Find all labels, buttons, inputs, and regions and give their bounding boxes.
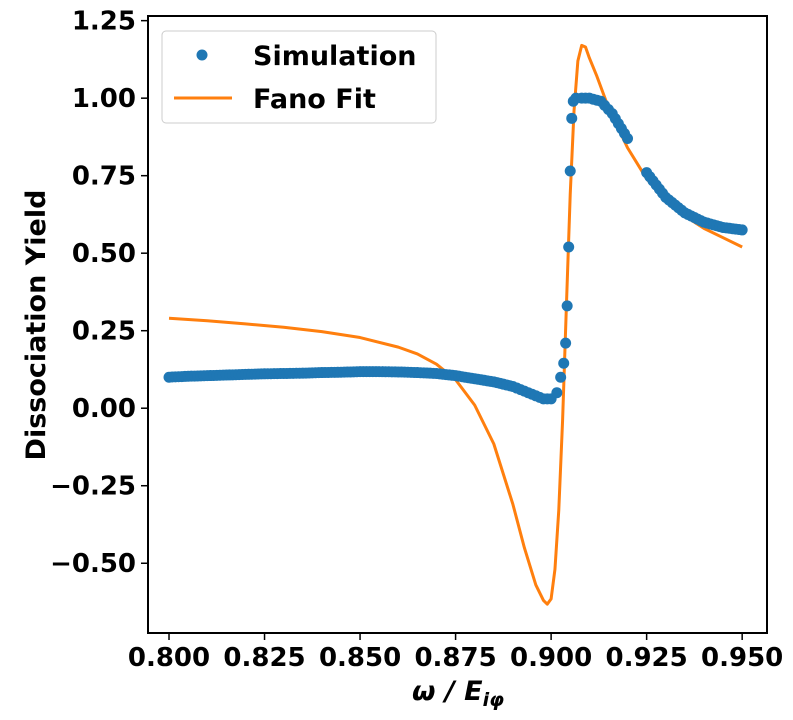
simulation-point: [566, 112, 578, 124]
fano-fit-series: [168, 43, 743, 606]
x-tick-label: 0.875: [414, 643, 496, 673]
y-tick-label: 0.75: [72, 162, 136, 192]
x-tick-label: 0.950: [701, 643, 783, 673]
simulation-point: [563, 241, 575, 253]
x-axis-label-subscript: iφ: [483, 689, 505, 711]
y-tick-label: −0.25: [50, 472, 136, 502]
legend-box: [161, 30, 437, 124]
simulation-series: [163, 92, 748, 405]
x-axis-label-main: ω / E: [412, 676, 483, 707]
y-tick-label: 1.25: [72, 7, 136, 37]
x-tick-label: 0.850: [319, 643, 401, 673]
simulation-point: [555, 371, 567, 383]
y-tick-label: 0.50: [72, 239, 136, 269]
simulation-point: [560, 337, 572, 349]
simulation-point: [561, 300, 573, 312]
y-tick-label: 0.25: [72, 317, 136, 347]
y-tick-label: −0.50: [50, 549, 136, 579]
x-axis: 0.800 0.825 0.850 0.875 0.900 0.925 0.950: [128, 633, 783, 673]
y-tick-label: 1.00: [72, 84, 136, 114]
legend-label-fit: Fano Fit: [253, 84, 376, 115]
plot-area-frame: [147, 15, 768, 634]
simulation-point: [736, 224, 748, 236]
y-axis: −0.50 −0.25 0.00 0.25 0.50 0.75 1.00 1.25: [50, 7, 148, 579]
y-axis-label: Dissociation Yield: [21, 190, 52, 461]
x-tick-label: 0.825: [223, 643, 305, 673]
x-tick-label: 0.925: [606, 643, 688, 673]
x-tick-label: 0.800: [128, 643, 210, 673]
simulation-point: [558, 357, 570, 369]
x-axis-label: ω / Eiφ: [412, 676, 504, 711]
x-tick-label: 0.900: [510, 643, 592, 673]
simulation-point: [551, 387, 563, 399]
fano-fit-line: [168, 43, 743, 606]
legend-label-simulation: Simulation: [253, 41, 416, 72]
simulation-point: [564, 165, 576, 177]
simulation-point: [622, 132, 634, 144]
legend-marker-simulation: [196, 49, 208, 61]
y-tick-label: 0.00: [72, 394, 136, 424]
legend: Simulation Fano Fit: [161, 30, 437, 124]
